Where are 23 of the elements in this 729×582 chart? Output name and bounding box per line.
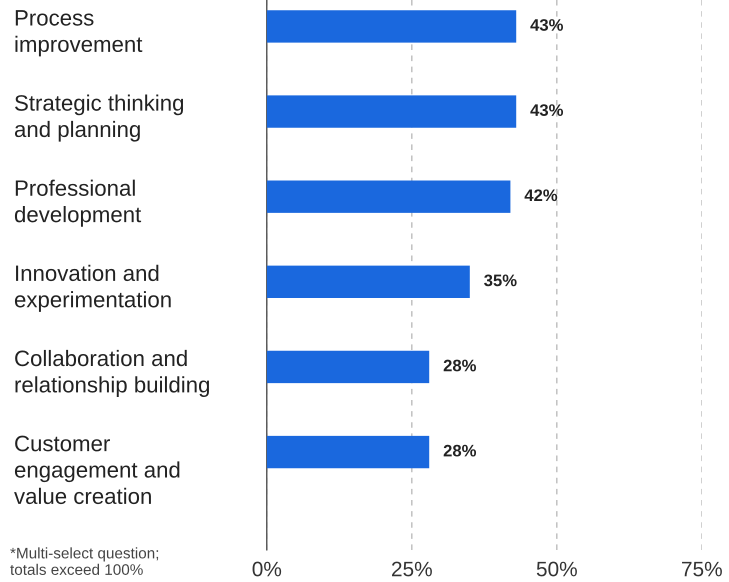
y-tick-label: Process improvement <box>15 10 142 56</box>
y-tick-label: Innovation and experimentation <box>14 264 171 312</box>
bar <box>266 266 470 298</box>
data-label: 42% <box>524 189 558 202</box>
text: *Multi-select question; totals exceed 100% <box>10 547 158 575</box>
bar <box>266 180 510 213</box>
y-tick-label: Professional development <box>14 180 142 227</box>
y-tick-label: Strategic thinking and planning <box>14 94 184 142</box>
bar <box>266 350 430 384</box>
data-label: 43% <box>530 19 564 31</box>
bar <box>266 436 430 468</box>
y-tick-label: Collaboration and relationship building <box>15 350 209 397</box>
bar <box>266 95 516 128</box>
data-label: 28% <box>444 444 476 457</box>
x-tick-label: 25% <box>392 562 432 576</box>
x-tick-label: 75% <box>682 562 722 576</box>
data-label: 43% <box>530 104 564 116</box>
x-tick-label: 0% <box>252 562 282 576</box>
data-label: 35% <box>484 274 517 286</box>
x-tick-label: 50% <box>536 562 577 576</box>
bar <box>266 10 516 43</box>
y-tick-label: Customer engagement and value creation <box>14 436 180 504</box>
data-label: 28% <box>444 360 476 372</box>
